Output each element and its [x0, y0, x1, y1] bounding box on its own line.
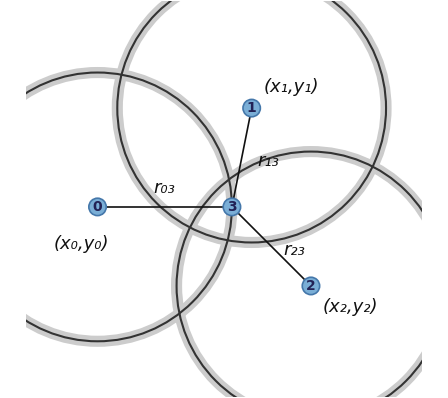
Text: (x₀,y₀): (x₀,y₀): [54, 234, 109, 253]
Text: 3: 3: [227, 200, 237, 214]
Text: 2: 2: [306, 279, 316, 293]
Circle shape: [223, 198, 241, 216]
Circle shape: [243, 100, 260, 117]
Circle shape: [302, 277, 319, 295]
Circle shape: [89, 198, 106, 216]
Text: r₁₃: r₁₃: [258, 152, 280, 170]
Text: (x₂,y₂): (x₂,y₂): [323, 298, 378, 316]
Text: r₂₃: r₂₃: [283, 241, 305, 259]
Text: r₀₃: r₀₃: [154, 179, 176, 197]
Text: (x₁,y₁): (x₁,y₁): [263, 78, 319, 96]
Text: 1: 1: [247, 101, 257, 115]
Text: 0: 0: [93, 200, 102, 214]
